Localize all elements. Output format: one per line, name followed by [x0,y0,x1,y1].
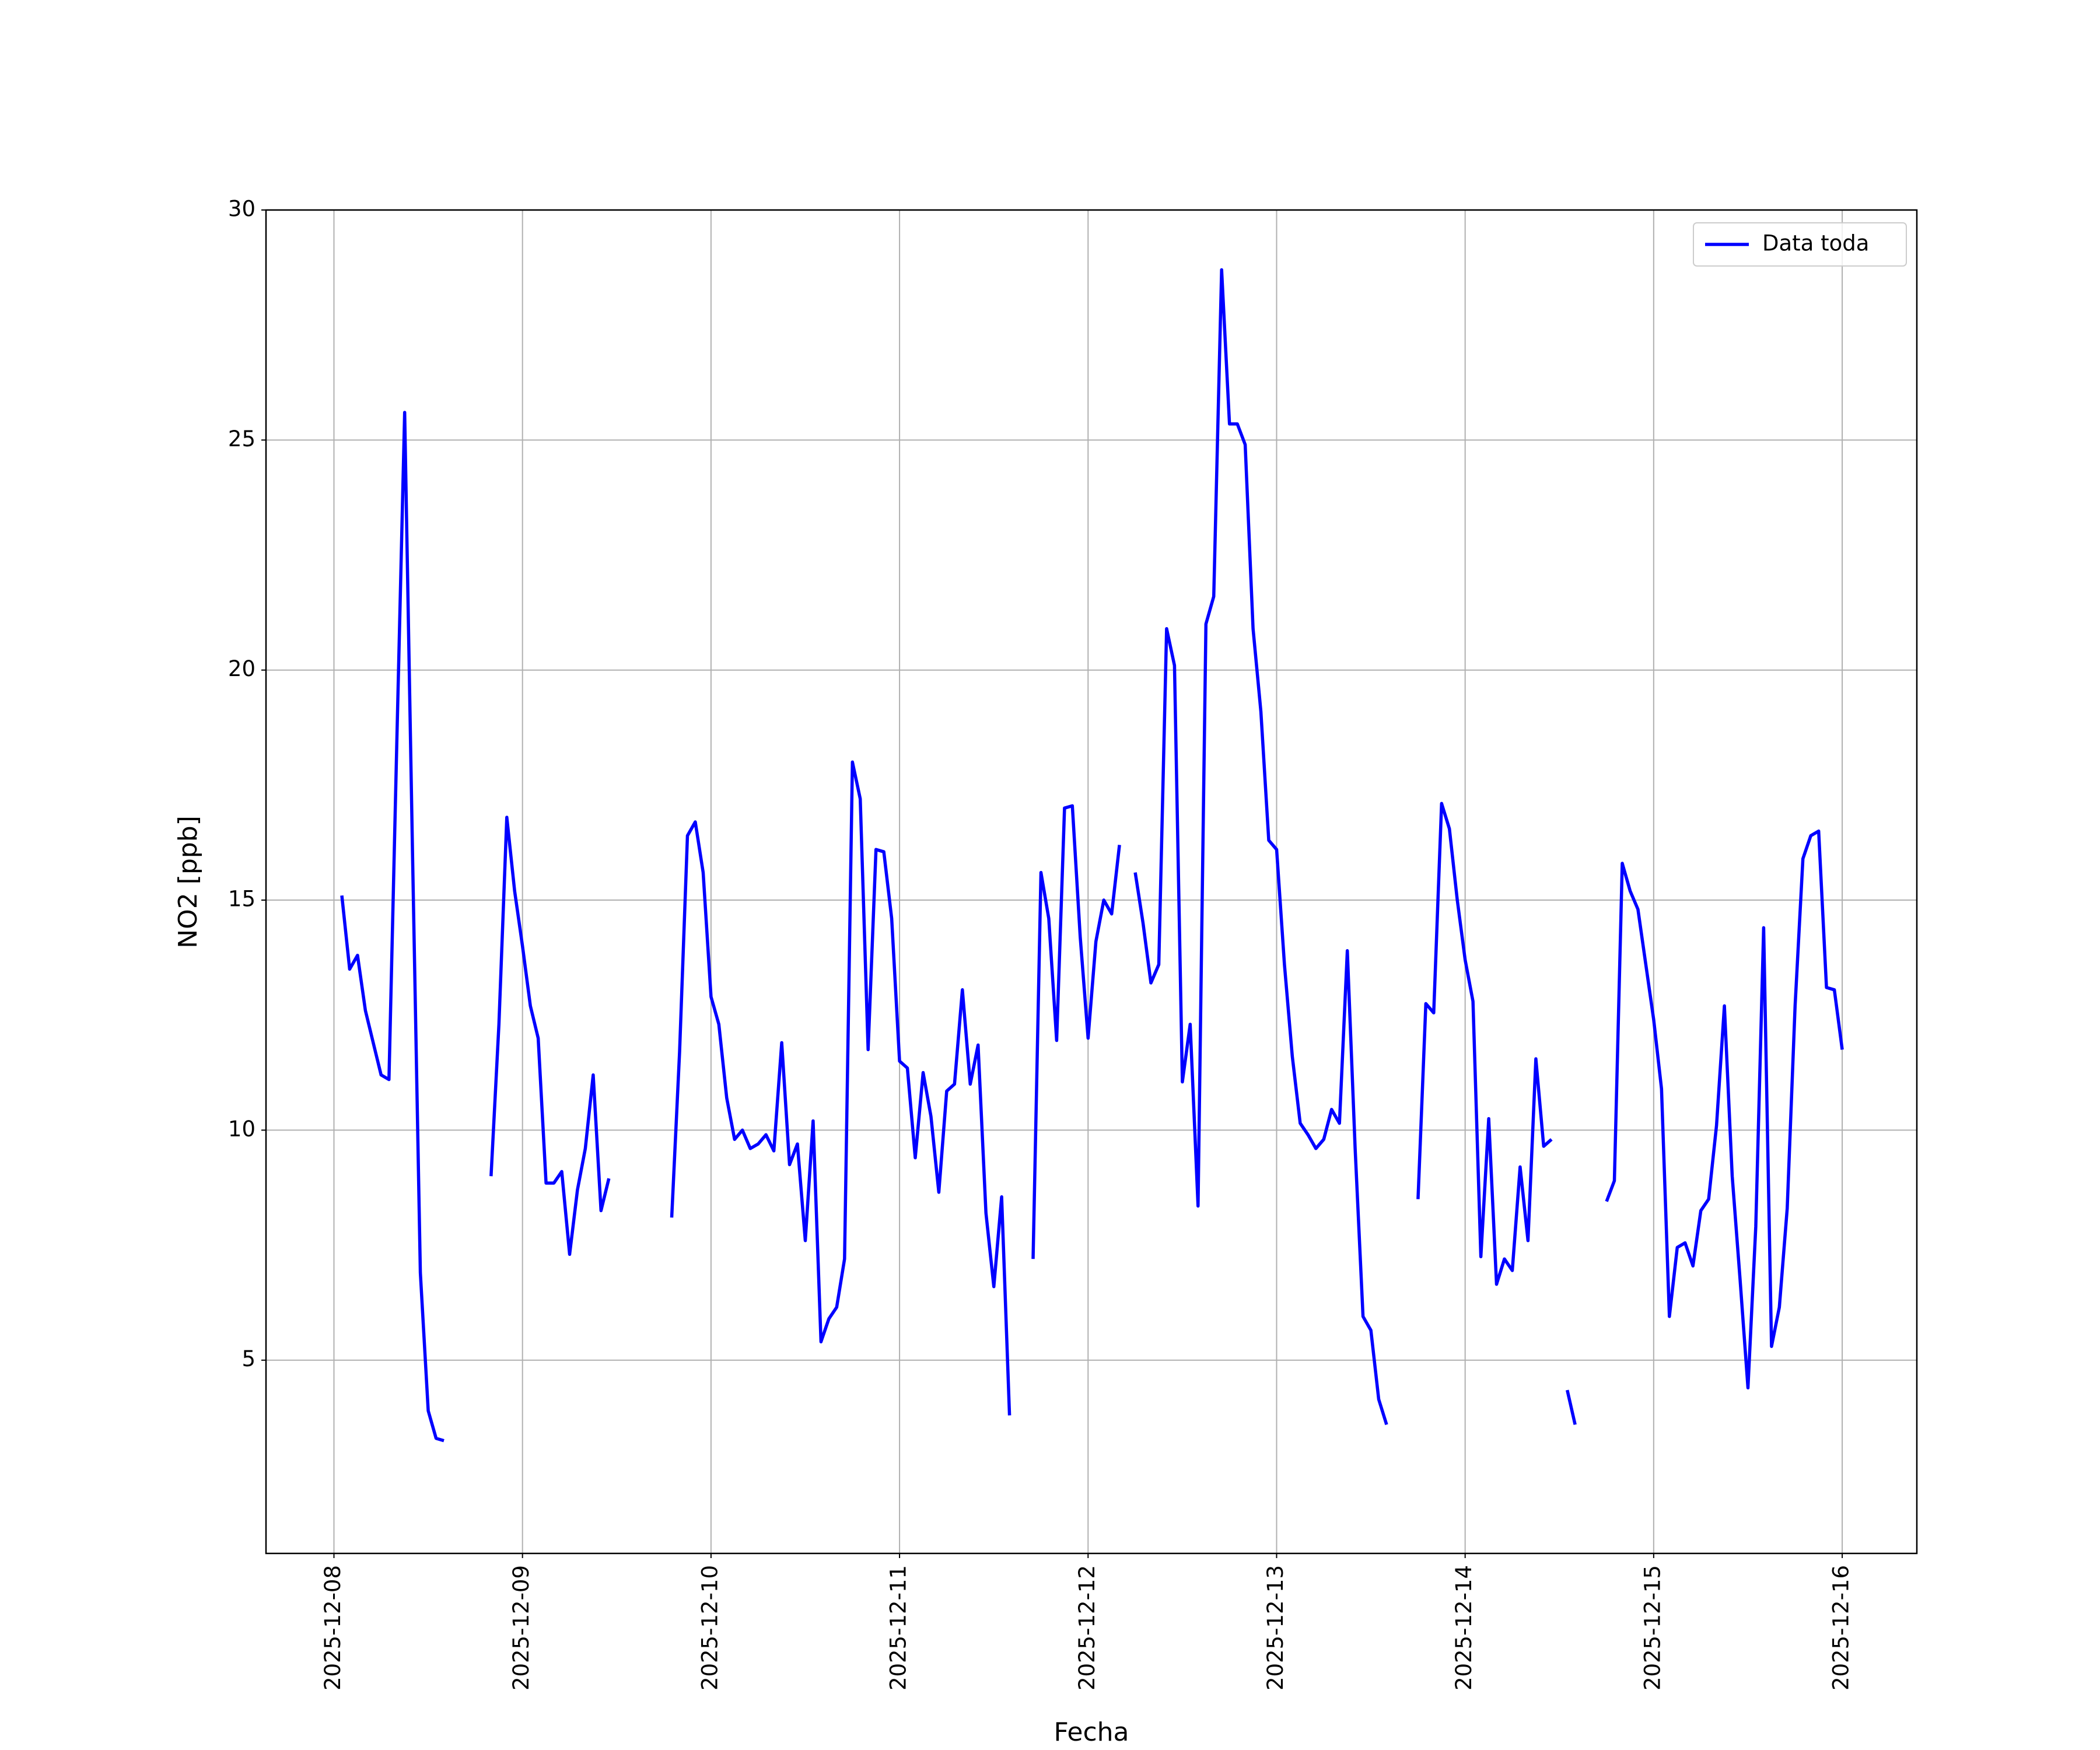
y-tick-label: 5 [242,1346,256,1371]
y-axis-label: NO2 [ppb] [173,816,203,949]
x-tick-label: 2025-12-13 [1263,1565,1288,1690]
y-tick-label: 10 [228,1116,256,1142]
y-tick-label: 20 [228,656,256,681]
x-tick-label: 2025-12-12 [1074,1565,1100,1690]
x-axis-label: Fecha [1054,1717,1129,1747]
y-tick-label: 15 [228,887,256,912]
legend: Data toda [1693,222,1907,267]
data-line [340,268,1844,1443]
x-tick-label: 2025-12-15 [1640,1565,1665,1690]
y-tick-label: 25 [228,426,256,452]
legend-label: Data toda [1762,231,1869,256]
x-tick-label: 2025-12-09 [509,1565,534,1690]
x-tick-label: 2025-12-10 [697,1565,722,1690]
y-tick-label: 30 [228,197,256,222]
plot-frame [265,209,1918,1555]
x-tick-label: 2025-12-11 [886,1565,911,1690]
x-tick-label: 2025-12-14 [1451,1565,1476,1690]
x-tick-label: 2025-12-08 [320,1565,345,1690]
legend-box [1693,222,1907,267]
x-tick-label: 2025-12-16 [1829,1565,1854,1690]
